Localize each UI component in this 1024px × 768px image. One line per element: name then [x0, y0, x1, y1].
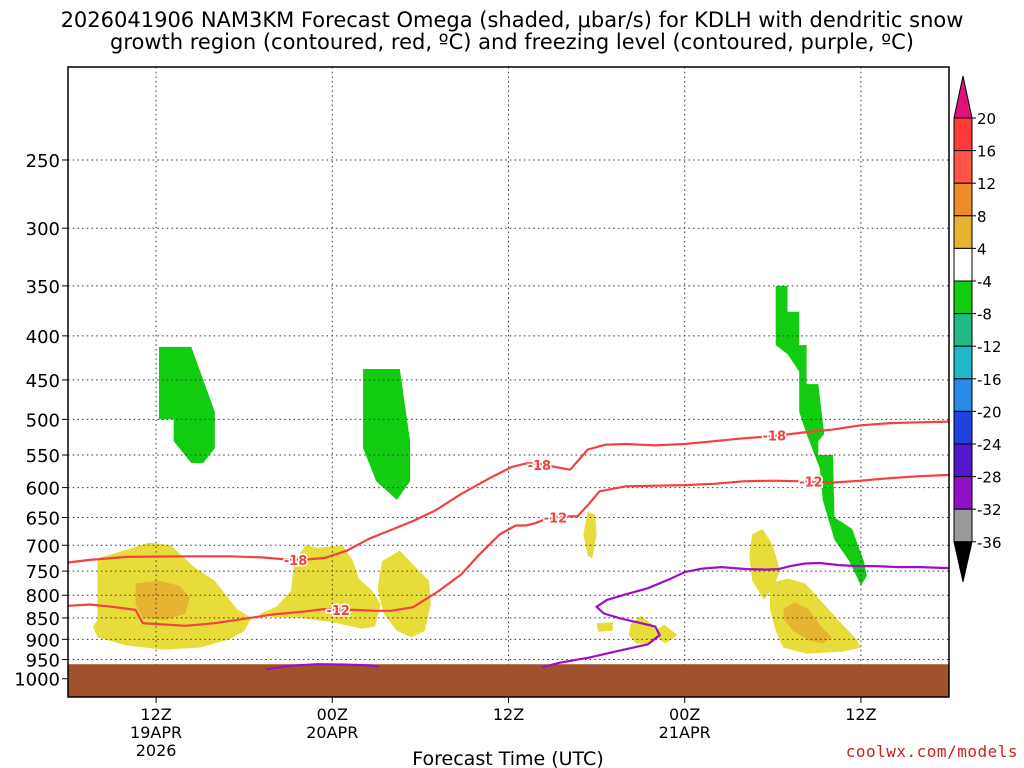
- x-tick-label: 21APR: [659, 723, 711, 742]
- pressure-axis: 2503003504004505005506006507007508008509…: [14, 151, 68, 691]
- contour-label-dgz-minus-12: -12: [544, 512, 568, 527]
- x-tick-label: 00Z: [317, 705, 348, 724]
- plot-area: -18 -18 -18 -12 -12 -12: [67, 66, 950, 698]
- x-tick-label: 12Z: [140, 705, 171, 724]
- y-tick-label-300: 300: [26, 219, 60, 240]
- gridlines: [68, 67, 949, 697]
- x-tick-label: 2026: [136, 741, 177, 760]
- colorbar-swatch: [953, 150, 973, 184]
- contour-dgz-minus-18: [68, 420, 949, 564]
- contour-label-dgz-minus-18: -18: [763, 429, 787, 444]
- colorbar-label: 4: [977, 240, 987, 258]
- y-tick-label-450: 450: [26, 371, 60, 392]
- colorbar-label: -4: [977, 273, 992, 291]
- colorbar-swatch: [953, 215, 973, 249]
- y-tick-label-850: 850: [26, 609, 60, 630]
- colorbar-swatch: [953, 247, 973, 282]
- contour-dgz-minus-12: [68, 473, 949, 627]
- colorbar-label: -28: [977, 469, 1002, 487]
- y-tick-label-700: 700: [26, 536, 60, 557]
- x-tick-label: 12Z: [845, 705, 876, 724]
- contour-labels: -18 -18 -18 -12 -12 -12: [282, 428, 824, 620]
- colorbar-bottom-arrow: [953, 541, 973, 582]
- colorbar-label: 12: [977, 175, 996, 193]
- shade-down-20apr-low: [258, 545, 381, 629]
- x-tick-label: 12Z: [493, 705, 524, 724]
- contour-freezing-level-upper: [542, 561, 949, 669]
- contour-label-dgz-minus-12: -12: [326, 604, 350, 619]
- colorbar-label: -36: [977, 534, 1002, 552]
- shade-down-21apr-low: [769, 578, 861, 654]
- x-axis-label: Forecast Time (UTC): [412, 748, 603, 768]
- shade-up-21apr-upper: [775, 285, 867, 586]
- colorbar-label: -20: [977, 403, 1002, 421]
- y-tick-label-600: 600: [26, 479, 60, 500]
- colorbar-swatch: [953, 182, 973, 217]
- colorbar-label: 20: [977, 110, 996, 128]
- y-tick-label-250: 250: [26, 151, 60, 172]
- ground-terrain: [68, 664, 949, 697]
- temperature-contours: [68, 420, 949, 671]
- colorbar-label: -16: [977, 371, 1002, 389]
- colorbar-swatch: [953, 345, 973, 380]
- x-tick-label: 19APR: [130, 723, 182, 742]
- shade-down-20apr-d: [596, 622, 613, 632]
- y-tick-label-400: 400: [26, 327, 60, 348]
- colorbar-swatch: [953, 476, 973, 510]
- y-tick-label-350: 350: [26, 277, 60, 298]
- colorbar-swatch: [953, 117, 973, 152]
- shade-down-19apr-core: [135, 580, 190, 621]
- contour-label-dgz-minus-12: -12: [799, 475, 823, 490]
- source-credit: coolwx.com/models: [845, 742, 1018, 761]
- y-tick-label-650: 650: [26, 509, 60, 530]
- shade-up-20apr-mid: [363, 369, 411, 500]
- colorbar-swatch: [953, 410, 973, 445]
- y-tick-label-900: 900: [26, 630, 60, 651]
- contour-freezing-level-lower: [266, 663, 380, 671]
- colorbar-top-arrow: [953, 75, 973, 119]
- shade-down-20apr-c: [583, 511, 597, 559]
- omega-shading: [93, 285, 867, 654]
- colorbar-swatch: [953, 443, 973, 478]
- shade-up-19apr-upper: [159, 346, 215, 464]
- y-tick-label-1000: 1000: [14, 670, 60, 691]
- colorbar-swatch: [953, 280, 973, 315]
- colorbar-legend: 20 16 12 8 4 -4 -8 -12 -16 -20 -24 -28 -32 -36: [953, 75, 1002, 582]
- contour-label-dgz-minus-18: -18: [528, 459, 552, 474]
- chart-title-line-1: 2026041906 NAM3KM Forecast Omega (shaded…: [60, 8, 964, 32]
- shade-down-20apr-f: [655, 624, 678, 644]
- y-tick-label-800: 800: [26, 586, 60, 607]
- colorbar-label: 16: [977, 143, 996, 161]
- colorbar-swatch: [953, 313, 973, 347]
- colorbar-label: -32: [977, 501, 1002, 519]
- x-tick-label: 00Z: [669, 705, 700, 724]
- contour-label-dgz-minus-18: -18: [284, 554, 308, 569]
- y-tick-label-750: 750: [26, 562, 60, 583]
- shade-down-21apr-core: [783, 602, 832, 644]
- x-tick-label: 20APR: [306, 723, 358, 742]
- colorbar-swatch: [953, 378, 973, 412]
- shade-down-20apr-b: [377, 550, 431, 638]
- colorbar-label: -12: [977, 338, 1002, 356]
- y-tick-label-550: 550: [26, 446, 60, 467]
- colorbar-label: -8: [977, 306, 992, 324]
- shade-down-21apr-mid: [749, 528, 781, 600]
- colorbar-label: 8: [977, 208, 987, 226]
- y-tick-label-950: 950: [26, 651, 60, 672]
- chart-title-line-2: growth region (contoured, red, ºC) and f…: [110, 30, 914, 54]
- colorbar-swatch: [953, 508, 973, 543]
- y-tick-label-500: 500: [26, 410, 60, 431]
- colorbar-label: -24: [977, 436, 1002, 454]
